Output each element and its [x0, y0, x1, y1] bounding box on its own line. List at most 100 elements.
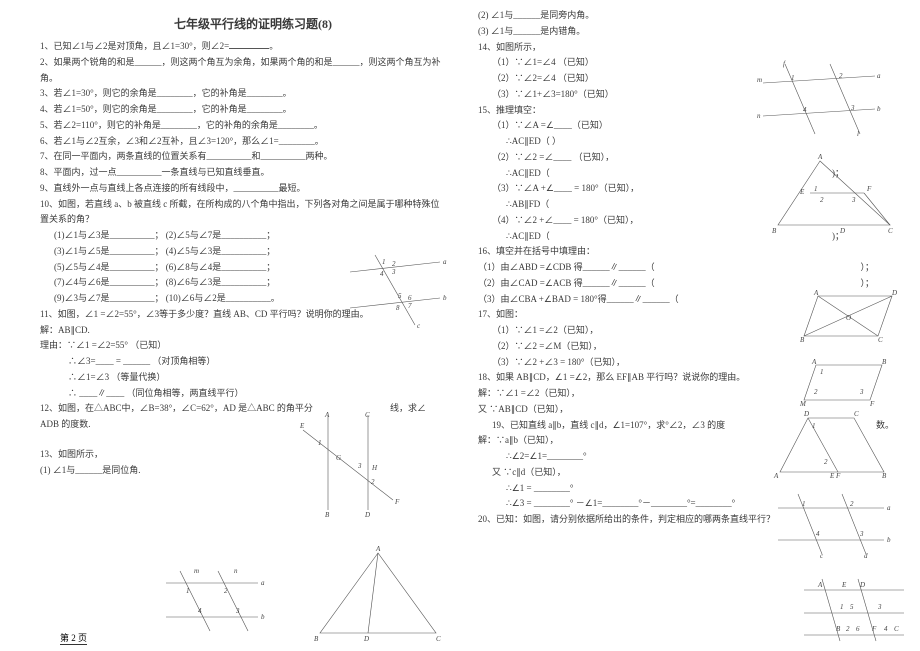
- svg-text:a: a: [443, 258, 447, 266]
- q2b: 角。: [40, 71, 466, 87]
- svg-text:6: 6: [408, 294, 412, 302]
- svg-text:2: 2: [392, 260, 396, 268]
- svg-text:5: 5: [850, 603, 854, 611]
- svg-text:C: C: [894, 625, 899, 633]
- svg-text:b: b: [261, 613, 265, 621]
- svg-text:2: 2: [824, 458, 828, 466]
- svg-text:E: E: [299, 422, 305, 430]
- svg-text:b: b: [443, 294, 447, 302]
- svg-text:B: B: [325, 511, 330, 519]
- diagram-q18-trapezoid: DC AE FB 12: [772, 412, 892, 487]
- svg-text:E: E: [829, 472, 835, 480]
- svg-text:3: 3: [357, 462, 362, 470]
- q10-sub1: (1)∠1与∠3是__________； (2)∠5与∠7是__________…: [40, 228, 466, 244]
- svg-text:F: F: [866, 185, 872, 193]
- svg-text:l: l: [857, 130, 859, 138]
- svg-text:m: m: [194, 567, 199, 575]
- svg-text:3: 3: [850, 104, 855, 112]
- r16: 16、填空并在括号中填理由：: [478, 244, 904, 260]
- svg-text:d: d: [864, 552, 868, 560]
- svg-text:4: 4: [884, 625, 888, 633]
- svg-text:A: A: [773, 472, 779, 480]
- svg-text:2: 2: [839, 72, 843, 80]
- svg-text:O: O: [846, 314, 851, 322]
- r1: (2) ∠1与______是同旁内角。: [478, 8, 904, 24]
- svg-text:4: 4: [816, 530, 820, 538]
- diagram-q15-triangle: A B D C E F 12 3: [770, 155, 900, 240]
- q4: 4、若∠1=50°，则它的余角是________，它的补角是________。: [40, 102, 466, 118]
- svg-text:1: 1: [318, 439, 322, 447]
- svg-text:B: B: [836, 625, 841, 633]
- svg-text:D: D: [364, 511, 370, 519]
- svg-text:B: B: [314, 635, 319, 643]
- svg-text:6: 6: [856, 625, 860, 633]
- svg-text:C: C: [854, 410, 859, 418]
- svg-text:D: D: [839, 227, 845, 235]
- q9: 9、直线外一点与直线上各点连接的所有线段中，__________最短。: [40, 181, 466, 197]
- q5: 5、若∠2=110°，则它的补角是________，它的补角的余角是______…: [40, 118, 466, 134]
- svg-text:1: 1: [820, 368, 824, 376]
- svg-text:a: a: [261, 579, 265, 587]
- q11b: 理由：∵∠1 =∠2=55° （已知）: [40, 338, 466, 354]
- diagram-q12-triangle: A B D C: [308, 545, 448, 650]
- svg-text:b: b: [887, 536, 891, 544]
- svg-text:3: 3: [851, 196, 856, 204]
- q3: 3、若∠1=30°，则它的余角是________，它的补角是________。: [40, 86, 466, 102]
- svg-text:G: G: [336, 454, 341, 462]
- svg-text:F: F: [835, 472, 841, 480]
- svg-text:D: D: [803, 410, 809, 418]
- svg-text:A: A: [324, 411, 330, 419]
- svg-text:2: 2: [820, 196, 824, 204]
- svg-text:F: F: [394, 498, 400, 506]
- q10: 10、如图，若直线 a、b 被直线 c 所截，在所构成的八个角中指出，下列各对角…: [40, 197, 466, 213]
- svg-text:8: 8: [396, 304, 400, 312]
- q11c: ∴∠3=____ = ______ （对顶角相等）: [40, 354, 466, 370]
- svg-text:5: 5: [398, 292, 402, 300]
- svg-text:A: A: [375, 545, 381, 553]
- svg-text:E: E: [799, 188, 805, 196]
- diagram-q16-parallelogram: AD BC O: [800, 290, 900, 350]
- svg-text:F: F: [871, 625, 877, 633]
- svg-text:B: B: [882, 472, 887, 480]
- q2: 2、如果两个锐角的和是______，则这两个角互为余角，如果两个角的和是____…: [40, 55, 466, 71]
- svg-text:M: M: [799, 400, 807, 408]
- svg-text:3: 3: [877, 603, 882, 611]
- diagram-q10-transversal: a b c 12 43 56 87: [340, 250, 450, 335]
- svg-text:f: f: [783, 60, 786, 68]
- r2: (3) ∠1与______是内错角。: [478, 24, 904, 40]
- svg-text:B: B: [800, 336, 805, 344]
- svg-text:C: C: [365, 411, 370, 419]
- svg-text:1: 1: [814, 185, 818, 193]
- svg-text:4: 4: [198, 607, 202, 615]
- svg-text:C: C: [436, 635, 441, 643]
- svg-text:7: 7: [408, 302, 412, 310]
- svg-text:4: 4: [380, 270, 384, 278]
- svg-text:2: 2: [814, 388, 818, 396]
- svg-text:A: A: [817, 153, 823, 161]
- svg-text:2: 2: [850, 500, 854, 508]
- svg-text:A: A: [817, 581, 823, 589]
- svg-text:2: 2: [224, 587, 228, 595]
- diagram-q17-shape: AB MF 12 3: [800, 360, 890, 413]
- svg-text:H: H: [371, 464, 378, 472]
- svg-text:D: D: [859, 581, 865, 589]
- r14: 14、如图所示，: [478, 40, 904, 56]
- svg-text:b: b: [877, 105, 881, 113]
- diagram-q11-parallel: AC BD EF 1 3 2 G H: [298, 410, 408, 525]
- q6: 6、若∠1与∠2互余，∠3和∠2互补，且∠3=120°，那么∠1=_______…: [40, 134, 466, 150]
- svg-text:1: 1: [802, 500, 806, 508]
- svg-text:2: 2: [846, 625, 850, 633]
- q7: 7、在同一平面内，两条直线的位置关系有__________和__________…: [40, 149, 466, 165]
- r16a: （1）由∠ABD =∠CDB 得______∥______（）；: [478, 260, 904, 276]
- svg-text:D: D: [363, 635, 369, 643]
- svg-text:A: A: [811, 358, 817, 366]
- svg-text:F: F: [869, 400, 875, 408]
- svg-text:B: B: [772, 227, 777, 235]
- svg-text:B: B: [882, 358, 887, 366]
- diagram-q19-lines: ab cd 12 43: [772, 490, 892, 565]
- q11d: ∴∠1=∠3 （等量代换）: [40, 370, 466, 386]
- svg-text:a: a: [887, 504, 891, 512]
- svg-text:a: a: [877, 72, 881, 80]
- svg-text:c: c: [820, 552, 824, 560]
- svg-text:1: 1: [382, 258, 386, 266]
